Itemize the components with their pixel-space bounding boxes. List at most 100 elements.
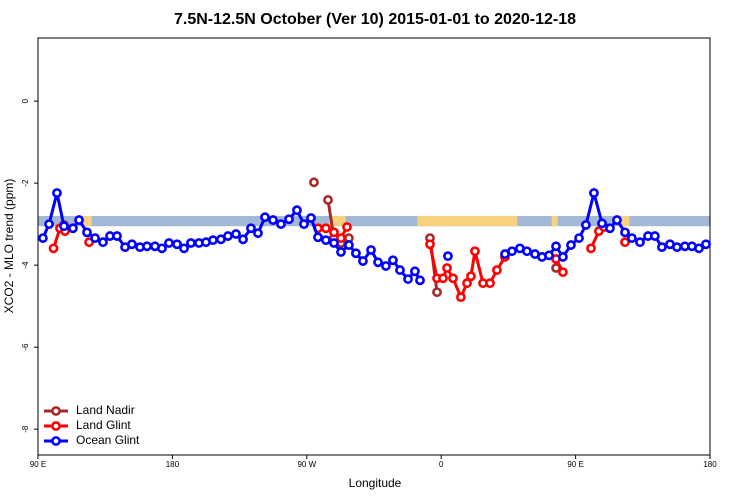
point [373, 257, 383, 268]
point [98, 237, 108, 248]
point [388, 255, 398, 266]
point [306, 213, 316, 223]
point [208, 235, 218, 246]
point [238, 234, 248, 245]
y-tick-label: -8 [21, 425, 30, 433]
point [448, 273, 458, 284]
series-line [41, 187, 707, 282]
point [44, 219, 54, 230]
point [635, 237, 645, 248]
point [410, 266, 420, 277]
legend-marker [51, 421, 61, 431]
ocean-band [38, 215, 710, 227]
point [68, 223, 78, 234]
point [425, 239, 435, 250]
point [415, 275, 425, 286]
point [309, 177, 319, 188]
point [260, 212, 270, 223]
legend-label: Land Nadir [76, 403, 135, 417]
land-band [329, 215, 346, 227]
y-tick-label: 0 [21, 98, 30, 103]
point [581, 220, 591, 230]
legend-label: Ocean Glint [76, 433, 140, 447]
point [284, 214, 294, 225]
point [589, 188, 599, 198]
point [403, 274, 413, 284]
point [223, 231, 233, 241]
x-tick-label: 0 [439, 460, 444, 469]
point [551, 263, 561, 273]
land-band [82, 215, 92, 227]
x-tick-label: 180 [703, 460, 717, 469]
point [112, 231, 122, 241]
x-tick-label: 90 E [567, 460, 583, 469]
point [157, 243, 167, 254]
point [657, 242, 667, 253]
point [544, 250, 554, 261]
point [231, 229, 241, 239]
point [186, 238, 196, 248]
point [323, 195, 333, 205]
legend-label: Land Glint [76, 418, 131, 432]
point [329, 238, 339, 248]
point [381, 261, 391, 271]
point [38, 233, 48, 243]
point [179, 243, 189, 254]
y-tick-label: -6 [21, 343, 30, 351]
point [485, 278, 495, 289]
land-band [417, 215, 518, 227]
point [694, 243, 704, 254]
point [164, 238, 174, 248]
point [90, 233, 100, 243]
point [649, 231, 660, 241]
point [558, 252, 568, 262]
point [351, 248, 361, 259]
x-axis-label: Longitude [349, 476, 402, 490]
point [551, 241, 561, 252]
point [344, 240, 354, 250]
point [342, 222, 352, 232]
point [507, 246, 517, 257]
point [292, 205, 302, 216]
point [329, 227, 339, 238]
point [127, 239, 137, 250]
point [246, 223, 256, 234]
point [522, 246, 532, 257]
point [701, 239, 711, 250]
x-tick-label: 90 E [30, 460, 46, 469]
point [558, 267, 568, 278]
point [48, 243, 59, 254]
land-band [620, 215, 630, 227]
x-tick-label: 90 W [297, 460, 316, 469]
chart-title: 7.5N-12.5N October (Ver 10) 2015-01-01 t… [174, 11, 576, 28]
point [172, 239, 182, 250]
legend-marker [51, 406, 61, 416]
point [82, 227, 92, 238]
point [59, 221, 69, 232]
point [268, 215, 278, 225]
point [336, 233, 346, 243]
point [466, 271, 476, 282]
point [313, 232, 323, 243]
point [253, 228, 263, 239]
y-tick-label: -2 [21, 179, 30, 187]
point [438, 273, 448, 284]
point [597, 218, 607, 229]
point [299, 219, 309, 230]
point [366, 245, 376, 255]
point [142, 241, 152, 252]
legend-marker [51, 436, 61, 446]
point [443, 251, 453, 262]
point [620, 237, 630, 248]
point [276, 219, 286, 230]
point [358, 256, 368, 266]
point [442, 263, 452, 273]
point [612, 215, 622, 225]
point [672, 242, 682, 253]
point [566, 240, 576, 250]
point [470, 246, 480, 257]
point [321, 235, 331, 246]
point [52, 188, 62, 198]
point [605, 223, 615, 234]
